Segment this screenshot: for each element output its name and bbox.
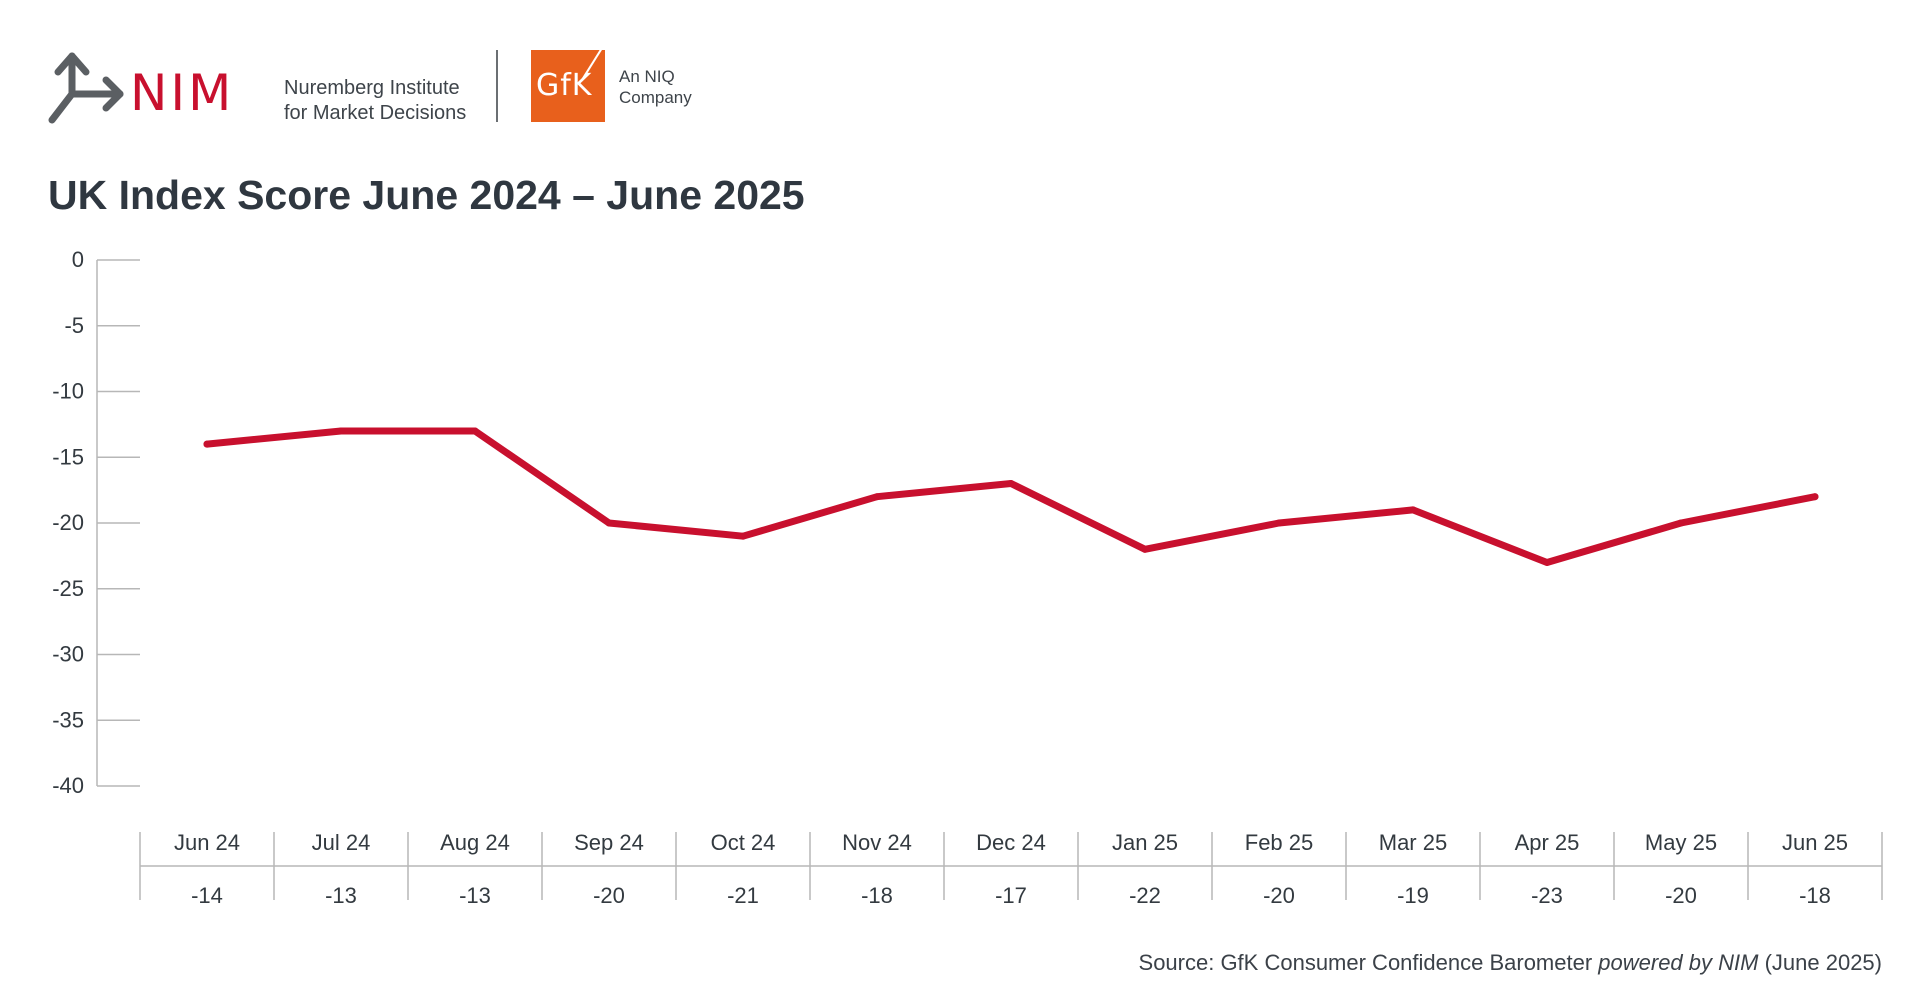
y-tick-label: -30 <box>52 642 84 667</box>
x-tick-label: Apr 25 <box>1515 830 1580 855</box>
data-point <box>337 427 345 435</box>
nim-institute-name: Nuremberg Institute for Market Decisions <box>284 76 466 126</box>
y-tick-label: -25 <box>52 576 84 601</box>
x-tick-label: Jun 24 <box>174 830 240 855</box>
x-tick-label: May 25 <box>1645 830 1717 855</box>
x-tick-label: Nov 24 <box>842 830 912 855</box>
source-suffix: (June 2025) <box>1758 950 1882 975</box>
data-point <box>1811 493 1819 501</box>
x-tick-label: Oct 24 <box>711 830 776 855</box>
data-label: -21 <box>727 883 759 908</box>
data-label: -20 <box>593 883 625 908</box>
y-tick-label: -40 <box>52 773 84 798</box>
data-point <box>203 440 211 448</box>
data-label: -22 <box>1129 883 1161 908</box>
y-tick-label: 0 <box>72 247 84 272</box>
x-tick-label: Feb 25 <box>1245 830 1314 855</box>
gfk-tag-line1: An NIQ <box>619 67 675 86</box>
gfk-tagline: An NIQ Company <box>619 66 692 108</box>
data-label: -20 <box>1665 883 1697 908</box>
data-point <box>1677 519 1685 527</box>
logo-header: NIM Nuremberg Institute for Market Decis… <box>48 46 748 128</box>
y-tick-label: -10 <box>52 379 84 404</box>
nim-wordmark: NIM <box>130 64 235 122</box>
data-point <box>1007 480 1015 488</box>
x-tick-label: Jun 25 <box>1782 830 1848 855</box>
source-note: Source: GfK Consumer Confidence Baromete… <box>1139 950 1882 976</box>
data-label: -13 <box>459 883 491 908</box>
data-point <box>739 532 747 540</box>
data-point <box>1543 558 1551 566</box>
nim-name-line2: for Market Decisions <box>284 102 467 124</box>
series-line <box>203 427 1819 566</box>
data-point <box>471 427 479 435</box>
data-label: -18 <box>1799 883 1831 908</box>
y-tick-label: -35 <box>52 707 84 732</box>
data-label: -20 <box>1263 883 1295 908</box>
y-tick-label: -5 <box>64 313 84 338</box>
gfk-wordmark: GfK <box>536 68 593 103</box>
gfk-tag-line2: Company <box>619 88 692 107</box>
x-tick-label: Mar 25 <box>1379 830 1447 855</box>
y-tick-label: -15 <box>52 444 84 469</box>
data-point <box>1141 545 1149 553</box>
x-tick-label: Jul 24 <box>312 830 371 855</box>
x-tick-label: Aug 24 <box>440 830 510 855</box>
chart-title: UK Index Score June 2024 – June 2025 <box>48 172 805 218</box>
source-prefix: Source: GfK Consumer Confidence Baromete… <box>1138 950 1599 975</box>
nim-arrow-icon <box>48 52 124 124</box>
data-label: -19 <box>1397 883 1429 908</box>
data-point <box>605 519 613 527</box>
x-tick-label: Dec 24 <box>976 830 1046 855</box>
data-point <box>1275 519 1283 527</box>
data-label: -18 <box>861 883 893 908</box>
data-label: -23 <box>1531 883 1563 908</box>
logo-divider <box>496 50 498 122</box>
source-italic: powered by NIM <box>1598 950 1759 975</box>
data-label: -17 <box>995 883 1027 908</box>
data-point <box>873 493 881 501</box>
x-tick-label: Sep 24 <box>574 830 644 855</box>
data-label: -14 <box>191 883 223 908</box>
x-tick-label: Jan 25 <box>1112 830 1178 855</box>
data-label: -13 <box>325 883 357 908</box>
data-point <box>1409 506 1417 514</box>
gfk-logo: GfK <box>531 46 605 122</box>
y-tick-label: -20 <box>52 510 84 535</box>
nim-name-line1: Nuremberg Institute <box>284 77 460 99</box>
